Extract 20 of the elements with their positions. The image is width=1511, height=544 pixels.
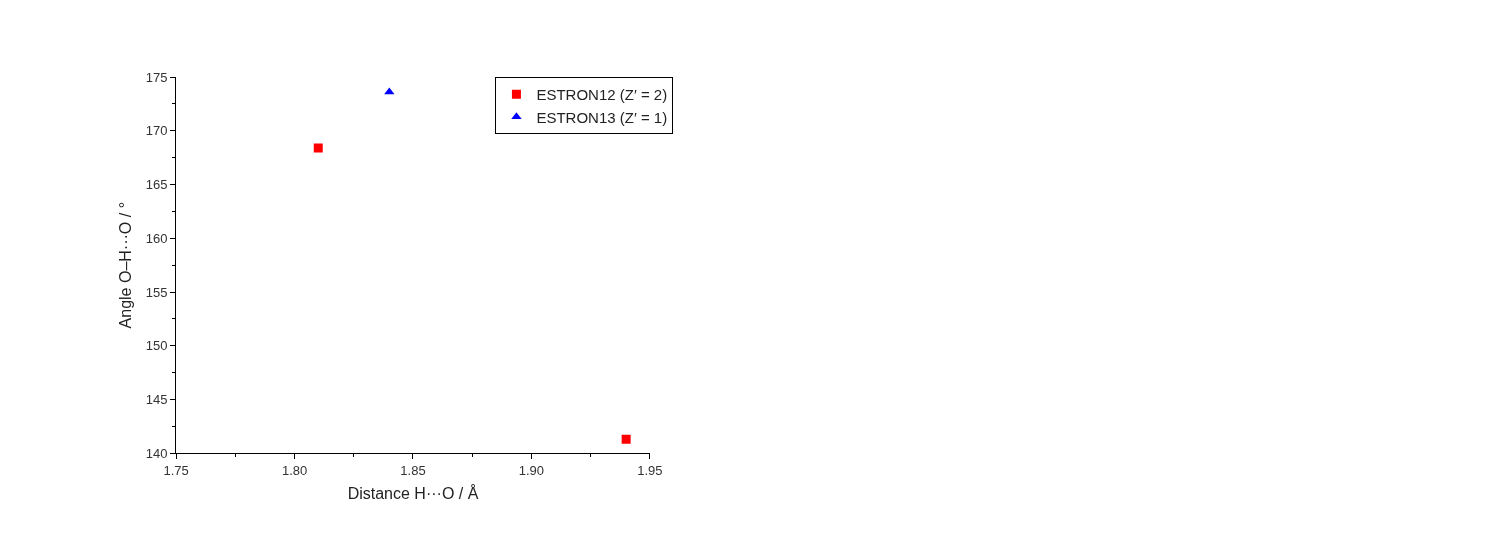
y-tick-label: 160 [145,230,168,246]
y-axis-title: Angle O–H···O / ° [116,201,134,329]
point [384,87,395,95]
x-tick-label: 1.95 [637,462,663,478]
point [621,434,631,444]
y-tick-label: 145 [145,392,168,408]
x-tick-label: 1.90 [518,462,545,478]
point [313,143,323,153]
y-tick-label: 165 [145,177,168,193]
x-tick-label: 1.75 [163,462,189,478]
x-axis-title: Distance H···O / Å [347,483,479,502]
y-tick-label: 175 [145,69,168,85]
y-tick-label: 140 [145,445,168,461]
x-tick-label: 1.80 [281,462,308,478]
legend-label: ESTRON12 (Z′ = 2) [536,86,668,104]
x-tick-label: 1.85 [400,462,426,478]
y-tick-label: 150 [145,338,168,354]
y-tick-label: 170 [145,123,168,139]
y-tick-label: 155 [145,284,168,300]
legend-label: ESTRON13 (Z′ = 1) [536,108,668,126]
